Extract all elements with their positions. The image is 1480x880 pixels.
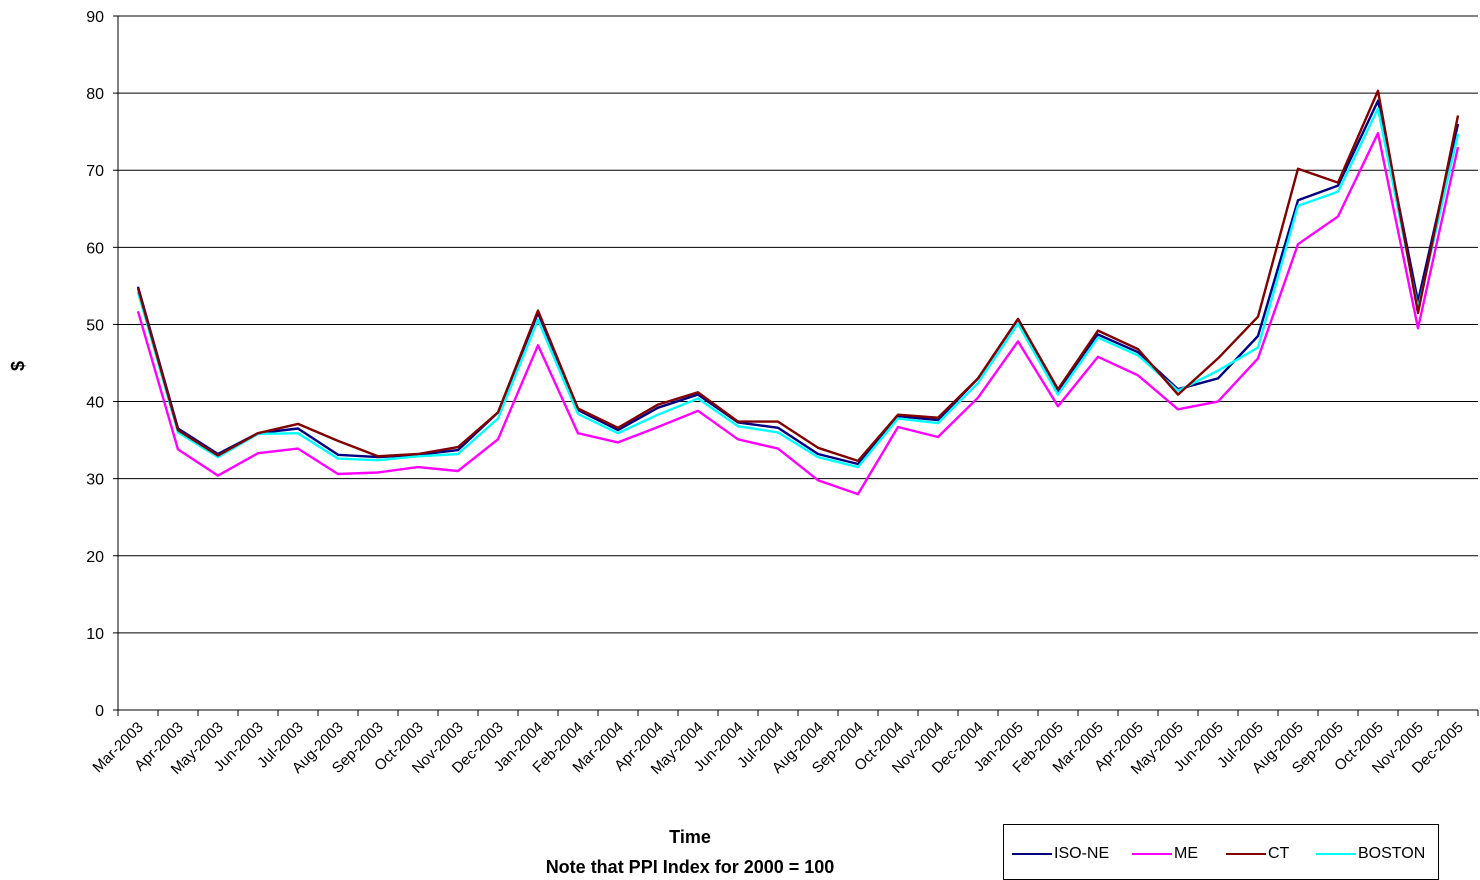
legend-label-me: ME	[1174, 845, 1198, 862]
legend-label-iso-ne: ISO-NE	[1054, 845, 1110, 862]
y-tick-label: 20	[86, 549, 104, 566]
x-tick-labels: Mar-2003Apr-2003May-2003Jun-2003Jul-2003…	[89, 719, 1466, 778]
y-tick-label: 0	[95, 703, 104, 720]
legend: ISO-NE ME CT BOSTON	[1003, 824, 1439, 880]
legend-item-ct: CT	[1226, 843, 1289, 865]
series-line-ct	[136, 89, 1460, 463]
series-line-me	[136, 131, 1460, 496]
y-tick-labels: 0 10 20 30 40 50 60 70 80 90	[86, 9, 104, 720]
legend-item-boston: BOSTON	[1316, 843, 1425, 865]
legend-item-me: ME	[1132, 843, 1198, 865]
gridlines	[118, 15, 1478, 634]
y-tick-label: 60	[86, 240, 104, 257]
legend-swatch-boston	[1316, 853, 1356, 855]
legend-label-ct: CT	[1268, 845, 1290, 862]
y-tick-label: 80	[86, 86, 104, 103]
y-tick-label: 40	[86, 395, 104, 412]
x-axis-note: Note that PPI Index for 2000 = 100	[546, 857, 835, 877]
y-tick-label: 90	[86, 9, 104, 26]
y-tick-label: 10	[86, 626, 104, 643]
series-lines	[136, 89, 1460, 496]
series-line-boston	[136, 107, 1460, 469]
y-tick-label: 50	[86, 317, 104, 334]
x-axis-title: Time	[669, 827, 711, 847]
axes	[113, 15, 1479, 716]
legend-label-boston: BOSTON	[1358, 845, 1426, 862]
legend-item-iso-ne: ISO-NE	[1012, 843, 1109, 865]
y-axis-title: $	[8, 361, 28, 371]
y-tick-label: 70	[86, 163, 104, 180]
legend-swatch-ct	[1226, 853, 1266, 855]
legend-swatch-iso-ne	[1012, 853, 1052, 855]
series-line-iso-ne	[136, 99, 1460, 466]
y-tick-label: 30	[86, 472, 104, 489]
legend-swatch-me	[1132, 853, 1172, 855]
